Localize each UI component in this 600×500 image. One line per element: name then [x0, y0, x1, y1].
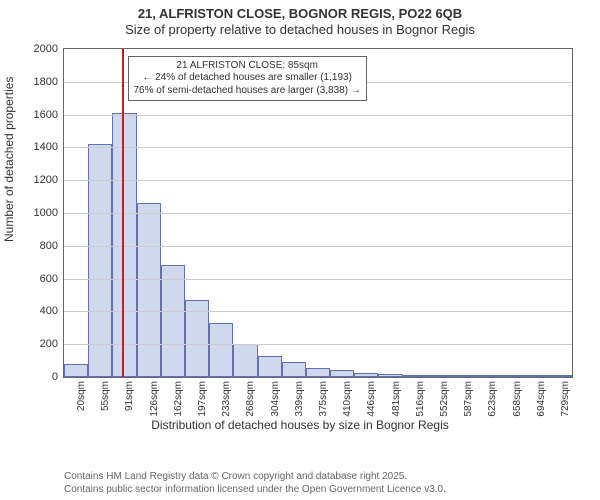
histogram-bar: [209, 323, 233, 377]
y-tick-label: 400: [40, 305, 58, 317]
histogram-bar: [88, 144, 112, 377]
x-tick-label: 446sqm: [366, 381, 377, 417]
chart-subtitle: Size of property relative to detached ho…: [0, 22, 600, 38]
y-tick-label: 1600: [34, 109, 58, 121]
histogram-bar: [378, 374, 402, 377]
histogram-bar: [475, 375, 499, 377]
x-tick-label: 339sqm: [294, 381, 305, 417]
title-block: 21, ALFRISTON CLOSE, BOGNOR REGIS, PO22 …: [0, 0, 600, 39]
footer-line-2: Contains public sector information licen…: [64, 484, 446, 497]
gridline: [64, 311, 572, 312]
x-tick-label: 233sqm: [221, 381, 232, 417]
annotation-box: 21 ALFRISTON CLOSE: 85sqm← 24% of detach…: [128, 56, 367, 102]
gridline: [64, 344, 572, 345]
histogram-bar: [161, 265, 185, 377]
x-tick-label: 516sqm: [415, 381, 426, 417]
y-axis-label: Number of detached properties: [2, 77, 16, 242]
histogram-bar: [258, 356, 282, 377]
x-tick-label: 623sqm: [487, 381, 498, 417]
histogram-bar: [64, 364, 88, 377]
x-tick-label: 20sqm: [76, 381, 87, 411]
x-tick-label: 729sqm: [560, 381, 571, 417]
histogram-bar: [282, 362, 306, 377]
y-tick-label: 0: [52, 371, 58, 383]
histogram-bar: [233, 344, 257, 377]
reference-line: [122, 49, 124, 377]
histogram-bar: [451, 375, 475, 377]
gridline: [64, 115, 572, 116]
x-tick-label: 481sqm: [391, 381, 402, 417]
y-tick-label: 600: [40, 273, 58, 285]
x-tick-label: 91sqm: [124, 381, 135, 411]
annotation-line: 21 ALFRISTON CLOSE: 85sqm: [134, 60, 361, 73]
y-tick-label: 1800: [34, 76, 58, 88]
y-tick-label: 1000: [34, 207, 58, 219]
histogram-bar: [524, 375, 548, 377]
y-tick-label: 2000: [34, 43, 58, 55]
y-tick-label: 1200: [34, 174, 58, 186]
histogram-bar: [427, 375, 451, 377]
x-tick-label: 375sqm: [318, 381, 329, 417]
x-tick-label: 658sqm: [512, 381, 523, 417]
x-tick-label: 55sqm: [100, 381, 111, 411]
histogram-bar: [403, 375, 427, 377]
y-tick-label: 1400: [34, 141, 58, 153]
gridline: [64, 147, 572, 148]
plot-area: 020040060080010001200140016001800200020s…: [63, 48, 573, 378]
histogram-bar: [137, 203, 161, 377]
gridline: [64, 180, 572, 181]
annotation-line: ← 24% of detached houses are smaller (1,…: [134, 72, 361, 85]
annotation-line: 76% of semi-detached houses are larger (…: [134, 85, 361, 98]
x-tick-label: 268sqm: [245, 381, 256, 417]
x-tick-label: 304sqm: [270, 381, 281, 417]
histogram-bar: [499, 375, 523, 377]
x-tick-label: 694sqm: [536, 381, 547, 417]
attribution-footer: Contains HM Land Registry data © Crown c…: [64, 471, 446, 496]
y-tick-label: 800: [40, 240, 58, 252]
gridline: [64, 213, 572, 214]
histogram-bar: [306, 368, 330, 377]
x-tick-label: 162sqm: [173, 381, 184, 417]
x-tick-label: 197sqm: [197, 381, 208, 417]
x-tick-label: 126sqm: [149, 381, 160, 417]
chart-container: Number of detached properties 0200400600…: [0, 42, 600, 442]
x-tick-label: 587sqm: [463, 381, 474, 417]
x-tick-label: 410sqm: [342, 381, 353, 417]
x-axis-label: Distribution of detached houses by size …: [0, 418, 600, 432]
chart-title: 21, ALFRISTON CLOSE, BOGNOR REGIS, PO22 …: [0, 6, 600, 22]
histogram-bar: [330, 370, 354, 377]
gridline: [64, 279, 572, 280]
gridline: [64, 246, 572, 247]
histogram-bar: [354, 373, 378, 377]
footer-line-1: Contains HM Land Registry data © Crown c…: [64, 471, 446, 484]
histogram-bar: [548, 375, 572, 377]
x-tick-label: 552sqm: [439, 381, 450, 417]
y-tick-label: 200: [40, 338, 58, 350]
